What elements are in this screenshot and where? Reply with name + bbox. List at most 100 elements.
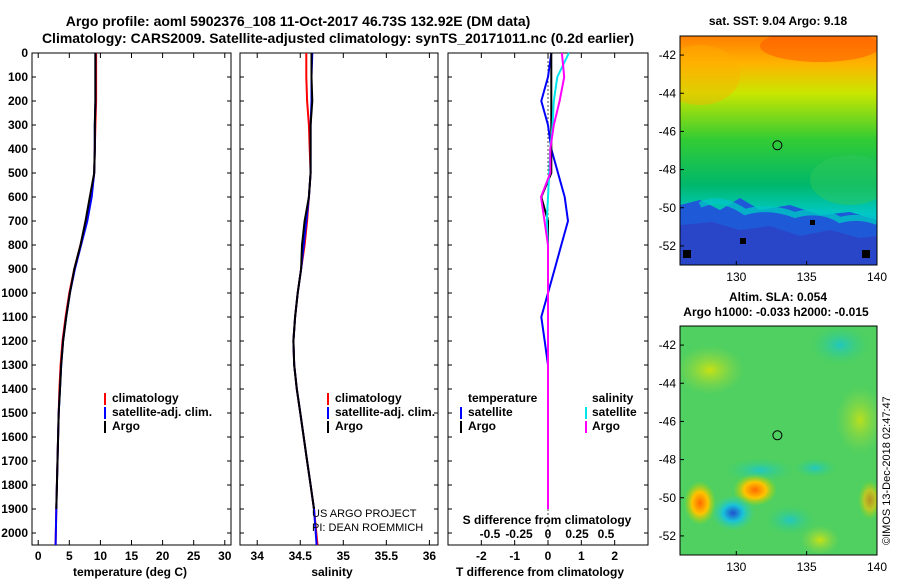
x-tick-label: 2 xyxy=(611,549,618,563)
salinity-y-ticks xyxy=(240,52,438,534)
legend-swatch-climatology xyxy=(104,393,106,405)
x-tick-label: 36 xyxy=(423,549,437,563)
lat-tick-label: -44 xyxy=(659,86,677,100)
lat-tick-label: -46 xyxy=(659,414,677,428)
temperature-lines xyxy=(54,53,98,546)
y-tick-label: 800 xyxy=(8,238,28,252)
difference-lines xyxy=(540,52,570,509)
y-tick-label: 1800 xyxy=(1,478,28,492)
argo-float-marker xyxy=(772,140,783,151)
lon-tick-label: 135 xyxy=(797,560,817,574)
s-difference-label: S difference from climatology xyxy=(463,513,632,527)
lat-tick-label: -48 xyxy=(659,163,677,177)
x-tick-label: 20 xyxy=(156,549,170,563)
legend-satellite: satellite-adj. clim. xyxy=(335,405,435,419)
sla-lon-axis: 130 135 140 xyxy=(726,551,887,574)
sla-high-patch xyxy=(680,345,745,395)
sla-map-image xyxy=(680,326,877,555)
y-tick-label: 1700 xyxy=(1,454,28,468)
legend-climatology: climatology xyxy=(112,391,179,405)
y-tick-label: 900 xyxy=(8,262,28,276)
legend-swatch-s-satellite xyxy=(585,407,587,419)
sla-map-frame xyxy=(679,325,878,556)
x-tick-label: 25 xyxy=(187,549,201,563)
lat-tick-label: -50 xyxy=(659,201,677,215)
legend-t-argo: Argo xyxy=(468,419,496,433)
sla-high-patch xyxy=(835,385,877,455)
lon-tick-label: 140 xyxy=(867,270,887,284)
legend-satellite: satellite-adj. clim. xyxy=(112,405,212,419)
y-tick-label: 500 xyxy=(8,166,28,180)
x-tick-label: -1 xyxy=(509,549,520,563)
sla-low-patch xyxy=(765,505,815,535)
legend-swatch-t-satellite xyxy=(460,407,462,419)
temperature-x-axis: 0 5 10 15 20 25 30 xyxy=(35,53,232,563)
s-tick-label: -0.25 xyxy=(505,527,533,541)
sla-low-patch xyxy=(725,458,795,482)
sst-land-mask xyxy=(683,250,691,258)
s-tick-label: 0.25 xyxy=(565,527,589,541)
sla-map-subtitle: Argo h1000: -0.033 h2000: -0.015 xyxy=(683,305,869,319)
sla-high-eddy xyxy=(684,481,716,525)
series-line-salinity-argo xyxy=(540,52,566,509)
sst-land-mask xyxy=(862,250,870,258)
t-difference-x-axis: -2 -1 0 1 2 xyxy=(476,53,618,563)
sla-map: Altim. SLA: 0.054 Argo h1000: -0.033 h20… xyxy=(659,290,888,574)
x-tick-label: 0 xyxy=(35,549,42,563)
x-tick-label: 0 xyxy=(545,549,552,563)
x-tick-label: 5 xyxy=(66,549,73,563)
y-tick-label: 1600 xyxy=(1,430,28,444)
temperature-axes-box xyxy=(31,52,232,546)
y-tick-label: 700 xyxy=(8,214,28,228)
sst-cold-water xyxy=(680,222,877,265)
y-tick-label: 200 xyxy=(8,94,28,108)
project-credit: US ARGO PROJECT xyxy=(312,508,417,520)
legend-t-satellite: satellite xyxy=(468,405,513,419)
sla-low-patch xyxy=(793,458,837,478)
y-tick-label: 0 xyxy=(21,46,28,60)
salinity-panel: 34 34.5 35 35.5 36 salinity climatology sate… xyxy=(239,52,439,579)
difference-panel: -2 -1 0 1 2 -0.5 -0.25 0 0.25 0.5 T difference f… xyxy=(447,52,649,579)
sst-map-image xyxy=(680,36,877,265)
sst-lon-axis: 130 135 140 xyxy=(726,261,887,284)
x-tick-label: 35.5 xyxy=(375,549,399,563)
legend-salinity-title: salinity xyxy=(592,391,634,405)
lat-tick-label: -44 xyxy=(659,376,677,390)
y-tick-label: 600 xyxy=(8,190,28,204)
difference-y-ticks xyxy=(448,52,648,534)
depth-axis: 0 100 200 300 400 500 600 700 800 900 1000 1100 1200… xyxy=(1,46,231,540)
y-tick-label: 1300 xyxy=(1,358,28,372)
sst-land-mask xyxy=(740,238,746,244)
sla-lat-axis: -42 -44 -46 -48 -50 -52 xyxy=(659,338,684,543)
sla-high-patch xyxy=(800,525,840,555)
legend-swatch-s-argo xyxy=(585,421,587,433)
lon-tick-label: 130 xyxy=(726,270,746,284)
y-tick-label: 1900 xyxy=(1,502,28,516)
salinity-xlabel: salinity xyxy=(311,565,353,579)
lat-tick-label: -50 xyxy=(659,491,677,505)
y-tick-label: 400 xyxy=(8,142,28,156)
t-difference-xlabel: T difference from climatology xyxy=(456,565,624,579)
sla-low-patch xyxy=(810,326,870,365)
x-tick-label: 35 xyxy=(337,549,351,563)
x-tick-label: 30 xyxy=(218,549,232,563)
sst-map-title: sat. SST: 9.04 Argo: 9.18 xyxy=(709,14,848,28)
legend-swatch-climatology xyxy=(327,393,329,405)
x-tick-label: 15 xyxy=(125,549,139,563)
legend-argo: Argo xyxy=(335,419,363,433)
y-tick-label: 300 xyxy=(8,118,28,132)
x-tick-label: 34.5 xyxy=(289,549,313,563)
salinity-legend: climatology satellite-adj. clim. Argo xyxy=(327,391,435,433)
x-tick-label: -2 xyxy=(476,549,487,563)
sst-green-patch xyxy=(810,155,877,205)
legend-climatology: climatology xyxy=(335,391,402,405)
y-tick-label: 1400 xyxy=(1,382,28,396)
sla-low-eddy xyxy=(711,495,755,531)
argo-float-marker xyxy=(772,430,783,441)
lon-tick-label: 135 xyxy=(797,270,817,284)
temperature-panel: 0100200300400500600700800900100011001200… xyxy=(1,46,231,579)
sst-map-frame xyxy=(679,35,878,266)
legend-argo: Argo xyxy=(112,419,140,433)
y-tick-label: 100 xyxy=(8,70,28,84)
